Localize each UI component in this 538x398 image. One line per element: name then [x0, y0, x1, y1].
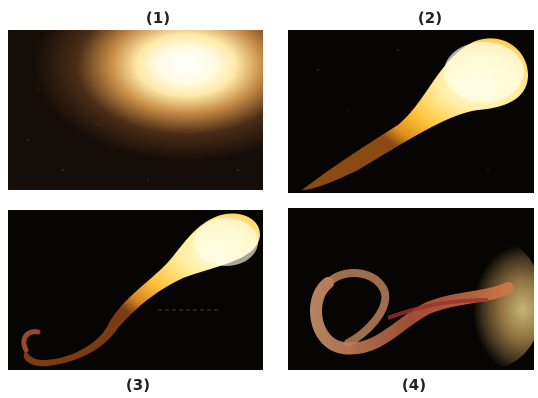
panel-3-fireball-image	[8, 210, 263, 370]
panel-1-label: (1)	[145, 9, 171, 27]
panel-4-fireball-image	[288, 208, 534, 370]
panel-2-label: (2)	[417, 9, 443, 27]
panel-2-fireball-image	[288, 30, 534, 193]
panel-1-fireball-image	[8, 30, 263, 190]
panel-4-label: (4)	[401, 376, 427, 394]
panel-3-label: (3)	[125, 376, 151, 394]
